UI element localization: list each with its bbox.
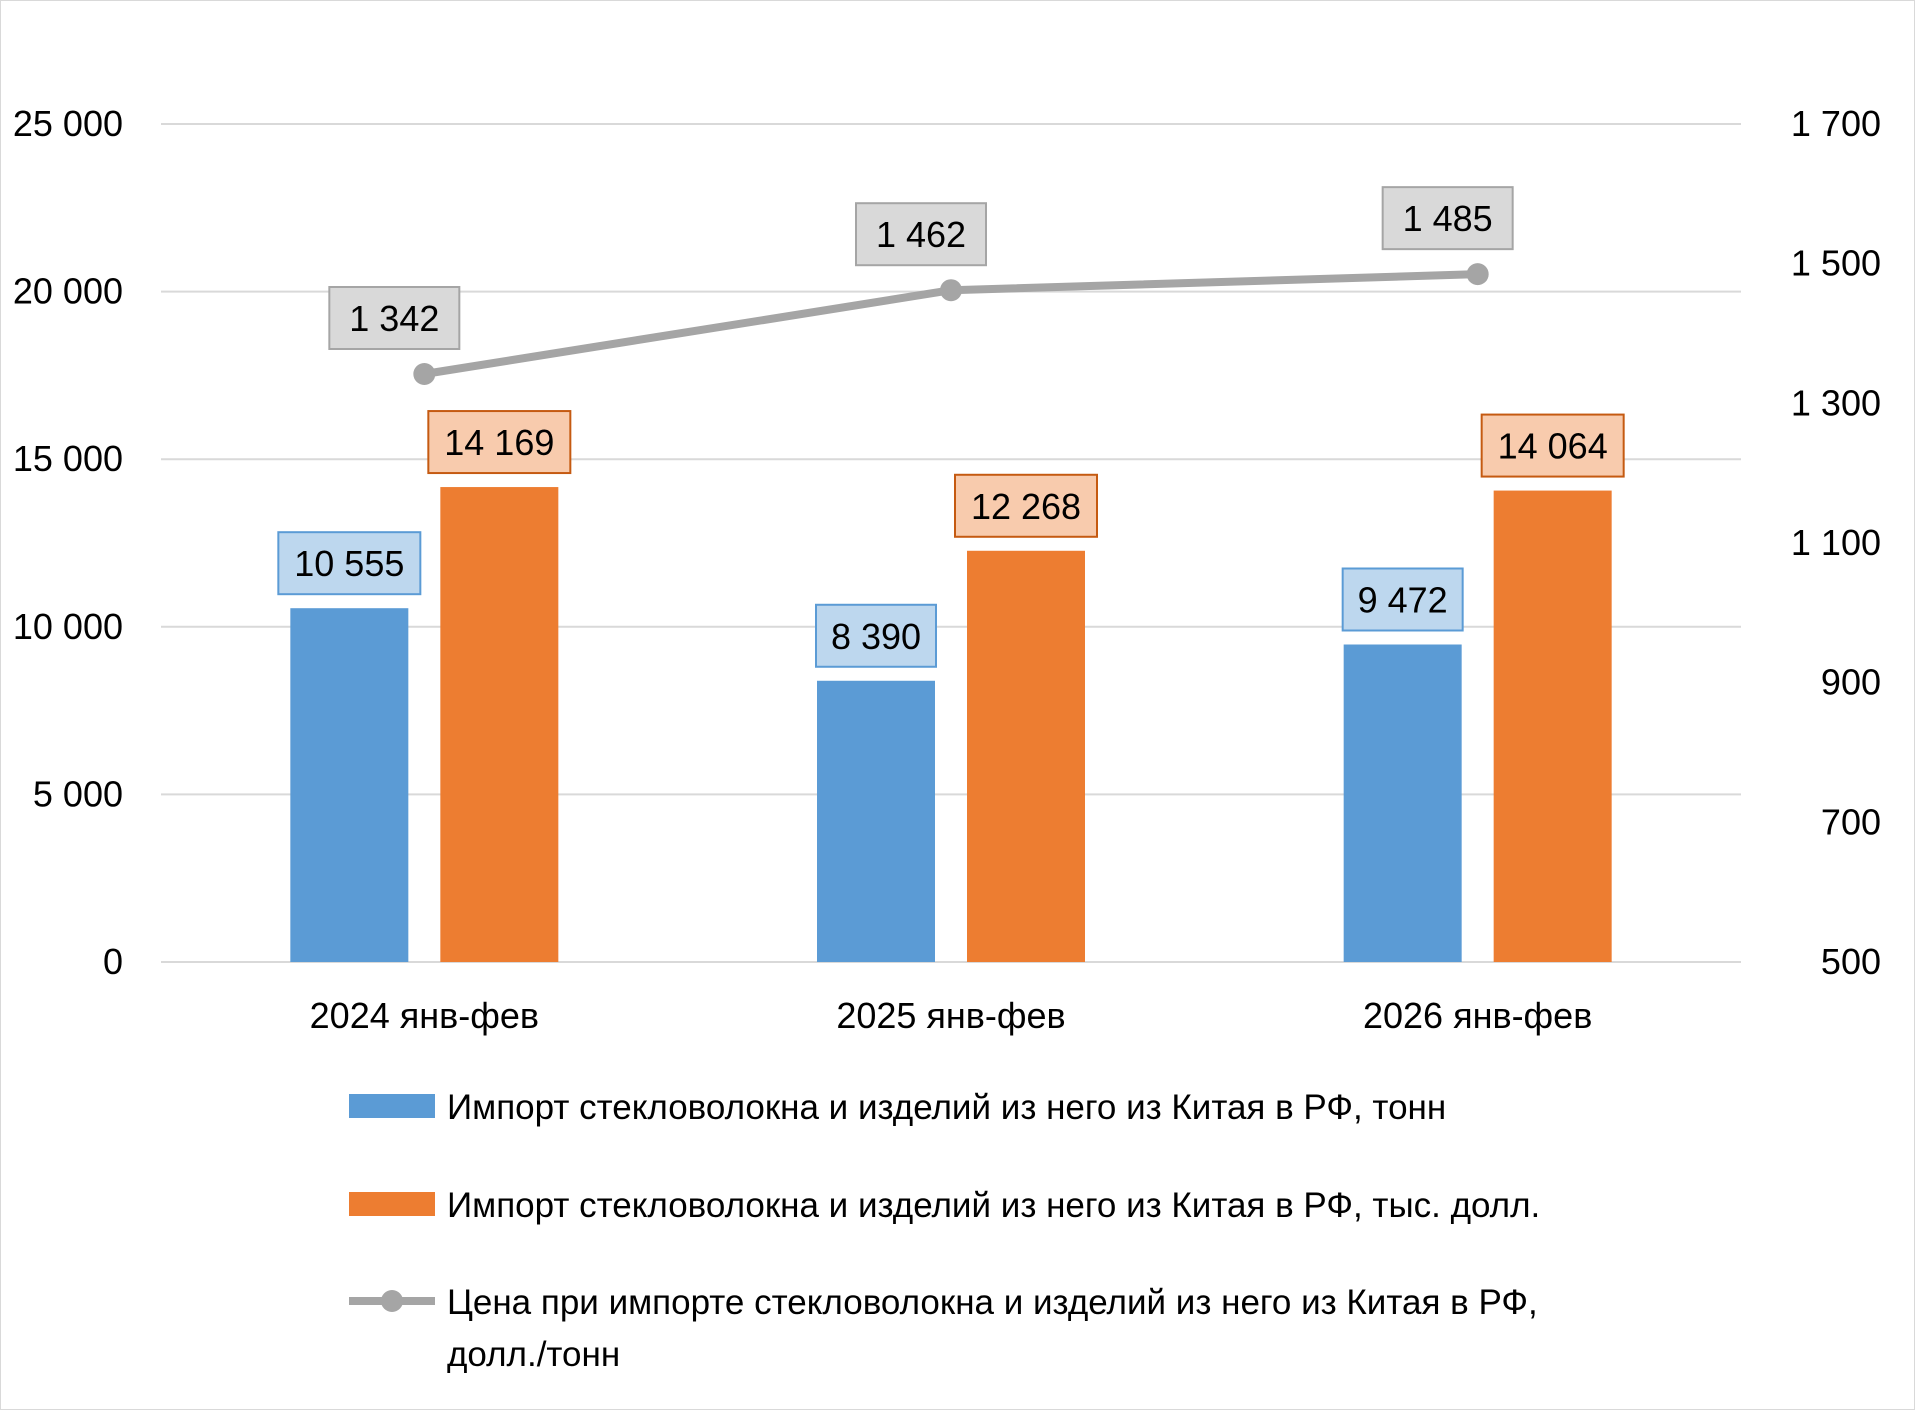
legend-label: долл./тонн (447, 1335, 620, 1374)
legend-marker (381, 1290, 403, 1312)
legend-swatch (349, 1094, 435, 1118)
bars (290, 487, 1612, 962)
legend-label: Цена при импорте стекловолокна и изделий… (447, 1283, 1538, 1322)
right-tick-label: 1 500 (1791, 243, 1881, 284)
data-label-box (1381, 186, 1514, 251)
right-axis-ticks: 500 700 900 1 100 1 300 1 500 1 700 (1791, 103, 1881, 982)
legend-swatch (349, 1192, 435, 1216)
data-label: 1 462 (876, 214, 966, 255)
data-label: 1 342 (349, 298, 439, 339)
price-point (413, 363, 436, 386)
data-label: 10 555 (294, 543, 404, 584)
price-line (413, 263, 1489, 386)
data-labels: 10 555 8 390 9 472 14 169 12 268 14 064 1 342 1… (277, 186, 1625, 668)
x-tick-label: 2025 янв-фев (836, 995, 1065, 1036)
right-tick-label: 1 700 (1791, 103, 1881, 144)
right-tick-label: 700 (1821, 801, 1881, 842)
price-point (1466, 263, 1489, 286)
bar (440, 487, 559, 962)
data-label-box (815, 603, 937, 668)
legend: Импорт стекловолокна и изделий из него и… (349, 1088, 1540, 1374)
left-tick-label: 25 000 (13, 103, 123, 144)
left-tick-label: 20 000 (13, 271, 123, 312)
left-tick-label: 10 000 (13, 606, 123, 647)
right-tick-label: 1 100 (1791, 522, 1881, 563)
bar (1343, 644, 1462, 962)
legend-label: Импорт стекловолокна и изделий из него и… (447, 1186, 1540, 1225)
left-tick-label: 5 000 (33, 773, 123, 814)
legend-label: Импорт стекловолокна и изделий из него и… (447, 1088, 1446, 1127)
right-tick-label: 1 300 (1791, 382, 1881, 423)
data-label-box (855, 202, 987, 267)
bar (290, 608, 409, 962)
price-point (940, 279, 962, 302)
right-tick-label: 500 (1821, 941, 1881, 982)
bar (1493, 490, 1612, 962)
data-label: 14 169 (444, 422, 554, 463)
data-label: 9 472 (1358, 579, 1448, 620)
data-label: 14 064 (1498, 426, 1608, 467)
x-tick-label: 2026 янв-фев (1363, 995, 1592, 1036)
data-label-box (427, 410, 572, 475)
data-label-box (1480, 413, 1625, 478)
x-tick-label: 2024 янв-фев (310, 995, 539, 1036)
bar (967, 550, 1085, 962)
data-label: 1 485 (1403, 198, 1493, 239)
left-axis-ticks: 0 5 000 10 000 15 000 20 000 25 000 (13, 103, 123, 982)
data-label-box (328, 286, 461, 351)
left-tick-label: 15 000 (13, 438, 123, 479)
data-label-box (954, 473, 1098, 538)
data-label-box (277, 531, 422, 596)
data-label-box (1341, 567, 1464, 632)
data-label: 8 390 (831, 616, 921, 657)
left-tick-label: 0 (103, 941, 123, 982)
data-label: 12 268 (971, 486, 1081, 527)
bar (817, 680, 935, 962)
x-axis-ticks: 2024 янв-фев 2025 янв-фев 2026 янв-фев (310, 995, 1593, 1036)
right-tick-label: 900 (1821, 662, 1881, 703)
